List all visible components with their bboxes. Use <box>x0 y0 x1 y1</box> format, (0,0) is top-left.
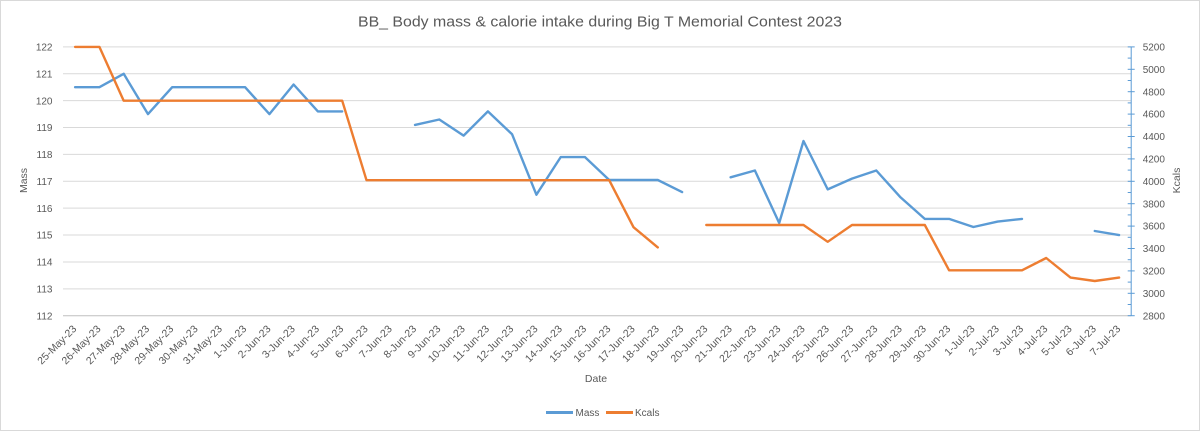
svg-text:4800: 4800 <box>1143 87 1166 98</box>
svg-text:112: 112 <box>37 311 53 322</box>
svg-text:113: 113 <box>37 284 53 295</box>
svg-text:119: 119 <box>37 123 53 134</box>
svg-text:115: 115 <box>37 231 53 242</box>
svg-text:118: 118 <box>37 150 53 161</box>
svg-text:3400: 3400 <box>1143 244 1166 255</box>
svg-text:4200: 4200 <box>1143 155 1166 166</box>
svg-text:Date: Date <box>585 373 607 385</box>
svg-text:3200: 3200 <box>1143 267 1166 278</box>
svg-text:4400: 4400 <box>1143 132 1166 143</box>
svg-text:121: 121 <box>36 69 53 80</box>
svg-text:Kcals: Kcals <box>1171 168 1183 194</box>
svg-text:3000: 3000 <box>1143 289 1166 300</box>
svg-text:122: 122 <box>36 43 53 54</box>
svg-text:4000: 4000 <box>1143 177 1166 188</box>
svg-text:Kcals: Kcals <box>635 408 659 419</box>
svg-text:Mass: Mass <box>18 168 30 193</box>
svg-text:BB_ Body mass & calorie intake: BB_ Body mass & calorie intake during Bi… <box>358 15 842 31</box>
svg-text:2800: 2800 <box>1143 311 1166 322</box>
svg-text:Mass: Mass <box>576 408 600 419</box>
svg-text:3600: 3600 <box>1143 222 1166 233</box>
svg-text:114: 114 <box>37 258 53 269</box>
svg-text:116: 116 <box>37 204 53 215</box>
svg-text:120: 120 <box>36 96 53 107</box>
svg-text:117: 117 <box>37 177 53 188</box>
svg-text:5200: 5200 <box>1143 43 1166 54</box>
svg-text:5000: 5000 <box>1143 65 1166 76</box>
svg-text:4600: 4600 <box>1143 110 1166 121</box>
svg-text:3800: 3800 <box>1143 199 1166 210</box>
